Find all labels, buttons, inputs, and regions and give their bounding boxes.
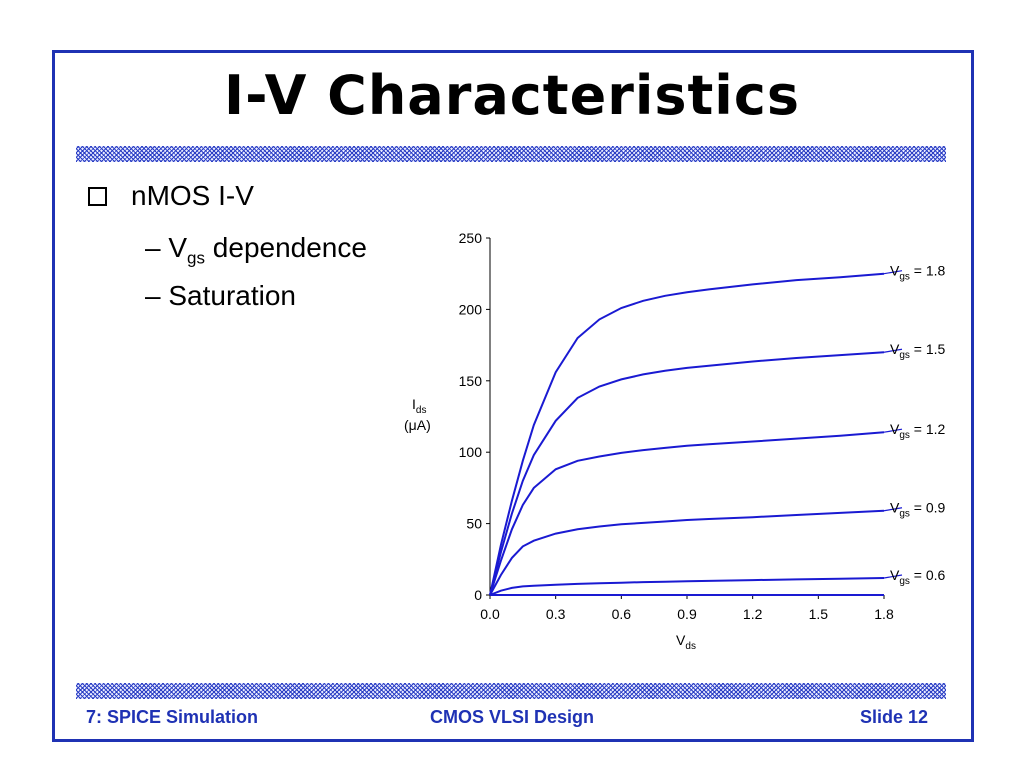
series-label: Vgs = 1.8 [890,263,946,283]
series-label: Vgs = 1.5 [890,341,946,361]
x-tick-label: 1.5 [809,606,829,622]
chart-axes: 0 50 100 150 200 250 0.0 0.3 0.6 0.9 1.2 1.5 1.8 [459,230,894,622]
x-tick-label: 0.9 [677,606,697,622]
slide-frame [52,50,974,742]
series-leader-line [883,428,903,433]
sub1-rest: dependence [205,232,367,263]
sub1-subscript: gs [187,248,206,268]
x-tick-label: 1.8 [874,606,894,622]
bottom-hatch-divider [76,683,946,699]
bullet-text: nMOS I-V [131,180,254,211]
series-curve [489,431,885,596]
x-tick-label: 0.6 [612,606,632,622]
series-leader-line [883,574,903,579]
sub1-main: V [168,232,188,263]
x-axis-label: Vds [676,632,696,652]
footer-left: 7: SPICE Simulation [86,707,259,727]
y-tick-label: 0 [474,587,482,603]
footer-center: CMOS VLSI Design [429,707,595,727]
series-curve [489,577,885,596]
series-leader-line [883,507,903,512]
footer-right: Slide 12 [859,707,928,727]
series-label: Vgs = 1.2 [890,421,946,441]
dash-marker: – [145,280,169,311]
series-label: Vgs = 0.6 [890,567,946,587]
checkbox-bullet-icon [88,186,107,206]
sub2-text: Saturation [168,280,296,311]
chart-curves [489,270,903,596]
y-axis-label: Ids [412,396,426,416]
x-tick-label: 1.2 [743,606,763,622]
dash-marker: – [145,232,169,263]
series-leader-line [883,348,903,353]
y-tick-label: 200 [459,301,483,317]
y-tick-label: 250 [459,230,483,246]
sub-bullet-saturation: – Saturation [145,280,296,312]
series-leader-line [883,270,903,275]
series-curve [489,509,885,596]
series-curve [489,351,885,596]
sub-bullet-vgs-dependence: – Vgs dependence [145,232,367,269]
x-tick-label: 0.0 [480,606,500,622]
y-tick-label: 100 [459,444,483,460]
top-hatch-divider [76,146,946,162]
chart-labels: Vds Ids(μA) Vgs = 0.6 Vgs = 0.9 Vgs = 1.2 Vgs… [404,263,946,652]
series-curve [489,272,885,596]
y-axis-unit: (μA) [404,417,431,433]
slide-title: I-V Characteristics [224,64,800,127]
y-tick-label: 150 [459,373,483,389]
y-tick-label: 50 [466,516,482,532]
bullet-item: nMOS I-V [88,180,254,212]
x-tick-label: 0.3 [546,606,566,622]
series-label: Vgs = 0.9 [890,500,946,520]
